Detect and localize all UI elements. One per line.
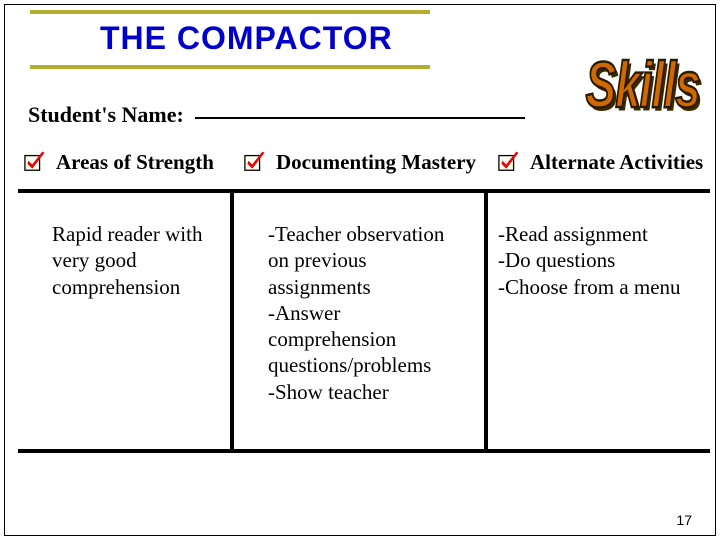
student-name-blank xyxy=(195,117,525,119)
header-label-strength: Areas of Strength xyxy=(56,150,214,175)
compactor-table: Areas of Strength Documenting Mastery Al… xyxy=(18,150,710,453)
header-cell-activities: Alternate Activities xyxy=(488,150,710,175)
header-label-mastery: Documenting Mastery xyxy=(276,150,476,175)
checkmark-icon xyxy=(244,151,266,173)
cell-strength: Rapid reader with very good comprehensio… xyxy=(18,193,234,449)
title-bar: THE COMPACTOR xyxy=(30,10,430,69)
page-title: THE COMPACTOR xyxy=(100,20,430,57)
header-cell-mastery: Documenting Mastery xyxy=(234,150,488,175)
checkmark-icon xyxy=(498,151,520,173)
student-name-line: Student's Name: xyxy=(28,102,525,128)
header-cell-strength: Areas of Strength xyxy=(18,150,234,175)
table-row: Rapid reader with very good comprehensio… xyxy=(18,193,710,453)
skills-wordart: Skills xyxy=(586,48,700,123)
header-label-activities: Alternate Activities xyxy=(530,150,703,175)
checkmark-icon xyxy=(24,151,46,173)
student-name-label: Student's Name: xyxy=(28,102,184,127)
cell-activities: -Read assignment -Do questions -Choose f… xyxy=(488,193,710,449)
slide-number: 17 xyxy=(676,512,692,528)
table-header-row: Areas of Strength Documenting Mastery Al… xyxy=(18,150,710,193)
cell-mastery: -Teacher observation on previous assignm… xyxy=(234,193,488,449)
